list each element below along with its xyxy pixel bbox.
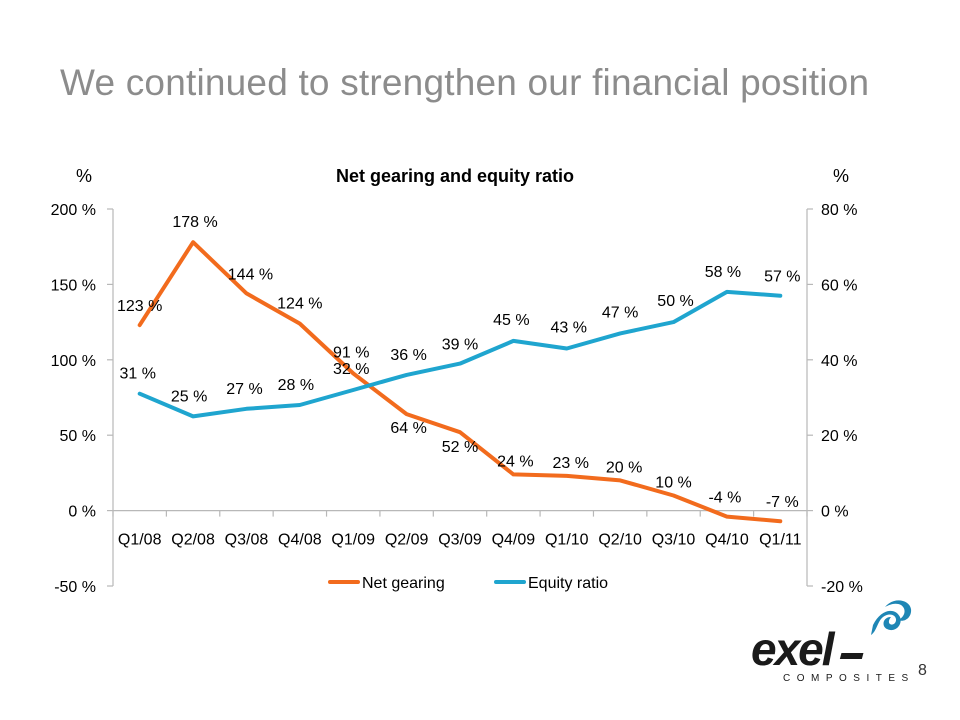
left-tick-label: 150 %: [51, 277, 96, 294]
left-axis-unit: %: [76, 166, 92, 186]
net-gearing-data-label: 52 %: [442, 439, 478, 456]
chart-legend: Net gearing Equity ratio: [328, 575, 608, 592]
legend-label: Equity ratio: [528, 575, 608, 592]
x-tick-label: Q2/10: [598, 532, 642, 549]
net-gearing-data-label: 24 %: [497, 453, 533, 470]
equity-ratio-data-label: 57 %: [764, 269, 800, 286]
x-tick-label: Q4/09: [492, 532, 536, 549]
logo-subtext: COMPOSITES: [783, 673, 915, 684]
equity-ratio-data-label: 32 %: [333, 361, 369, 378]
right-tick-label: 60 %: [821, 277, 857, 294]
left-tick-label: 0 %: [68, 504, 96, 521]
x-tick-label: Q1/08: [118, 532, 162, 549]
net-gearing-data-label: 10 %: [655, 475, 691, 492]
right-tick-label: -20 %: [821, 579, 863, 596]
net-gearing-data-label: 144 %: [228, 266, 273, 283]
left-tick-label: 100 %: [51, 353, 96, 370]
x-tick-label: Q2/08: [171, 532, 215, 549]
equity-ratio-data-label: 45 %: [493, 312, 529, 329]
right-tick-label: 40 %: [821, 353, 857, 370]
left-tick-label: 200 %: [51, 202, 96, 219]
logo-wordmark: exel: [751, 623, 836, 675]
equity-ratio-data-label: 43 %: [551, 319, 587, 336]
x-tick-label: Q4/08: [278, 532, 322, 549]
equity-ratio-line: [137, 289, 783, 419]
x-tick-label: Q4/10: [705, 532, 749, 549]
equity-ratio-data-label: 28 %: [278, 377, 314, 394]
x-tick-label: Q3/09: [438, 532, 482, 549]
equity-ratio-data-label: 25 %: [171, 388, 207, 405]
net-gearing-data-label: 23 %: [553, 455, 589, 472]
net-gearing-data-label: 124 %: [277, 296, 322, 313]
x-tick-label: Q1/09: [331, 532, 375, 549]
exel-composites-logo: exel COMPOSITES: [751, 600, 915, 684]
slide-title: We continued to strengthen our financial…: [60, 62, 870, 103]
net-gearing-data-label: -7 %: [766, 494, 799, 511]
net-gearing-data-label: 64 %: [390, 420, 426, 437]
equity-ratio-data-label: 47 %: [602, 304, 638, 321]
right-tick-label: 80 %: [821, 202, 857, 219]
net-gearing-data-label: 20 %: [606, 459, 642, 476]
right-axis-unit: %: [833, 166, 849, 186]
logo-mark: [871, 600, 912, 635]
equity-ratio-data-label: 50 %: [657, 293, 693, 310]
logo-underline: [839, 653, 864, 659]
equity-ratio-data-label: 58 %: [705, 264, 741, 281]
net-gearing-data-label: -4 %: [708, 490, 741, 507]
net-gearing-data-label: 91 %: [333, 344, 369, 361]
net-gearing-line: [137, 240, 783, 524]
net-gearing-data-label: 123 %: [117, 298, 162, 315]
equity-ratio-data-label: 31 %: [119, 366, 155, 383]
right-tick-label: 0 %: [821, 504, 849, 521]
x-tick-label: Q3/08: [225, 532, 269, 549]
right-tick-label: 20 %: [821, 428, 857, 445]
page-number: 8: [918, 662, 927, 679]
net-gearing-data-label: 178 %: [172, 214, 217, 231]
left-tick-label: -50 %: [54, 579, 96, 596]
equity-ratio-data-label: 36 %: [390, 347, 426, 364]
legend-label: Net gearing: [362, 575, 445, 592]
equity-ratio-data-label: 39 %: [442, 337, 478, 354]
x-tick-label: Q2/09: [385, 532, 429, 549]
chart-title: Net gearing and equity ratio: [336, 166, 574, 186]
x-tick-label: Q3/10: [652, 532, 696, 549]
equity-ratio-data-label: 27 %: [226, 381, 262, 398]
left-tick-label: 50 %: [60, 428, 96, 445]
x-tick-label: Q1/11: [759, 532, 802, 549]
x-tick-label: Q1/10: [545, 532, 589, 549]
